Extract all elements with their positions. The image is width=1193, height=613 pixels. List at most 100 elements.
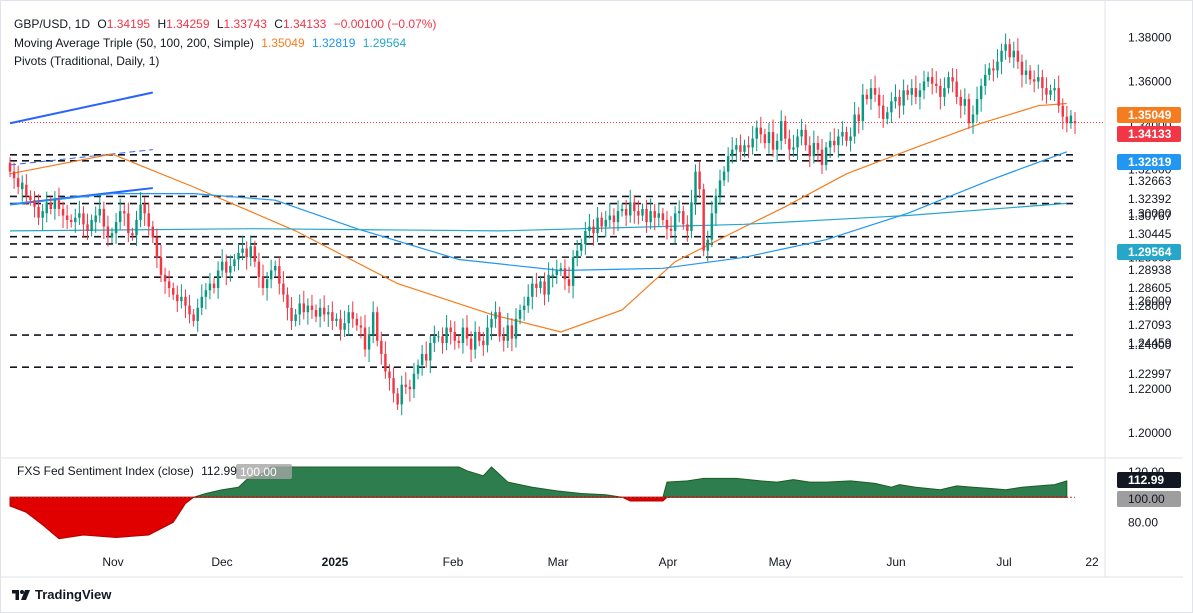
candle-body xyxy=(1024,70,1028,75)
candle-body xyxy=(649,211,652,223)
candle-body xyxy=(12,171,16,179)
x-tick-label: Jun xyxy=(886,555,905,569)
symbol-label[interactable]: GBP/USD, 1D xyxy=(14,17,91,31)
candle-body xyxy=(180,296,183,302)
brand-label: TradingView xyxy=(35,587,112,602)
candle-body xyxy=(298,303,301,315)
candle-body xyxy=(784,121,787,139)
candle-body xyxy=(1057,88,1060,106)
candle-body xyxy=(437,336,440,338)
candle-body xyxy=(1012,50,1016,58)
candle-body xyxy=(996,61,999,71)
candle-body xyxy=(559,268,563,271)
candle-body xyxy=(363,327,367,350)
candle-body xyxy=(869,88,873,100)
y-tick-label: 1.30000 xyxy=(1128,206,1172,220)
candle-body xyxy=(192,314,195,321)
candle-body xyxy=(596,217,599,234)
candle-body xyxy=(74,217,77,223)
candle-body xyxy=(722,171,726,181)
ma-label[interactable]: Moving Average Triple (50, 100, 200, Sim… xyxy=(14,36,254,50)
price-label-box xyxy=(1117,154,1181,170)
pivots-label[interactable]: Pivots (Traditional, Daily, 1) xyxy=(14,54,160,68)
candle-body xyxy=(420,353,424,365)
candle-body xyxy=(959,96,962,106)
candle-body xyxy=(163,274,167,282)
price-level-label: 1.30767 xyxy=(1128,209,1172,223)
candle-body xyxy=(367,334,371,350)
candle-body xyxy=(567,279,571,286)
candle-body xyxy=(147,213,150,227)
trendline xyxy=(9,91,154,125)
candle-body xyxy=(1037,77,1040,82)
candle-body xyxy=(1032,79,1036,82)
candle-body xyxy=(661,213,665,220)
candle-body xyxy=(563,268,567,280)
candle-body xyxy=(314,310,318,317)
change-value: −0.00100 (−0.07%) xyxy=(333,17,437,31)
candle-body xyxy=(767,132,771,144)
moving-average-legend: Moving Average Triple (50, 100, 200, Sim… xyxy=(14,35,406,51)
y-tick-label: 1.26000 xyxy=(1128,294,1172,308)
x-tick-label: Jul xyxy=(996,555,1011,569)
candle-body xyxy=(522,305,526,310)
candle-body xyxy=(114,222,118,234)
candle-body xyxy=(624,208,628,216)
candle-body xyxy=(16,178,20,187)
candle-body xyxy=(282,283,285,295)
sentiment-baseline-box xyxy=(1117,491,1181,507)
candle-body xyxy=(478,331,481,341)
candle-body xyxy=(21,182,24,190)
candle-body xyxy=(212,283,216,289)
candle-body xyxy=(355,318,359,326)
candle-body xyxy=(220,261,224,271)
candle-body xyxy=(698,171,701,190)
candle-body xyxy=(739,145,742,152)
candle-body xyxy=(873,88,877,95)
tradingview-logo-icon xyxy=(12,589,30,600)
candle-body xyxy=(94,215,97,223)
candle-body xyxy=(278,266,281,284)
candle-body xyxy=(943,88,946,97)
price-level-label: 1.30445 xyxy=(1128,227,1172,241)
price-label-box xyxy=(1117,126,1181,142)
y-tick-label: 1.20000 xyxy=(1128,426,1172,440)
candle-body xyxy=(473,331,477,350)
candle-body xyxy=(645,208,648,223)
price-level-label: 1.35049 xyxy=(1128,108,1172,122)
candle-body xyxy=(225,261,228,273)
candle-body xyxy=(506,325,510,341)
candle-body xyxy=(1020,61,1024,75)
candle-body xyxy=(1000,50,1003,62)
candle-body xyxy=(1028,70,1032,80)
candle-body xyxy=(241,248,244,253)
candle-body xyxy=(110,233,114,238)
sentiment-value-box xyxy=(1117,472,1181,488)
candle-body xyxy=(204,290,208,297)
candle-body xyxy=(424,353,428,361)
candle-body xyxy=(629,202,632,216)
candle-body xyxy=(812,143,816,157)
x-tick-label: Dec xyxy=(211,555,232,569)
candle-body xyxy=(208,283,212,291)
candle-body xyxy=(290,307,293,321)
candle-body xyxy=(775,140,779,150)
moving-average-line xyxy=(9,102,1067,333)
candle-body xyxy=(833,140,836,146)
candle-body xyxy=(877,94,881,106)
candle-body xyxy=(939,85,942,97)
candle-body xyxy=(881,105,885,119)
tradingview-brand[interactable]: TradingView xyxy=(12,587,111,602)
candle-body xyxy=(653,211,656,218)
candle-body xyxy=(526,296,530,306)
sentiment-label[interactable]: FXS Fed Sentiment Index (close) xyxy=(17,464,194,478)
candle-body xyxy=(286,294,289,308)
candle-body xyxy=(1008,44,1011,58)
candle-body xyxy=(755,127,758,139)
candle-body xyxy=(588,226,591,231)
candle-body xyxy=(90,219,93,231)
candle-body xyxy=(951,77,954,82)
candle-body xyxy=(910,88,914,95)
